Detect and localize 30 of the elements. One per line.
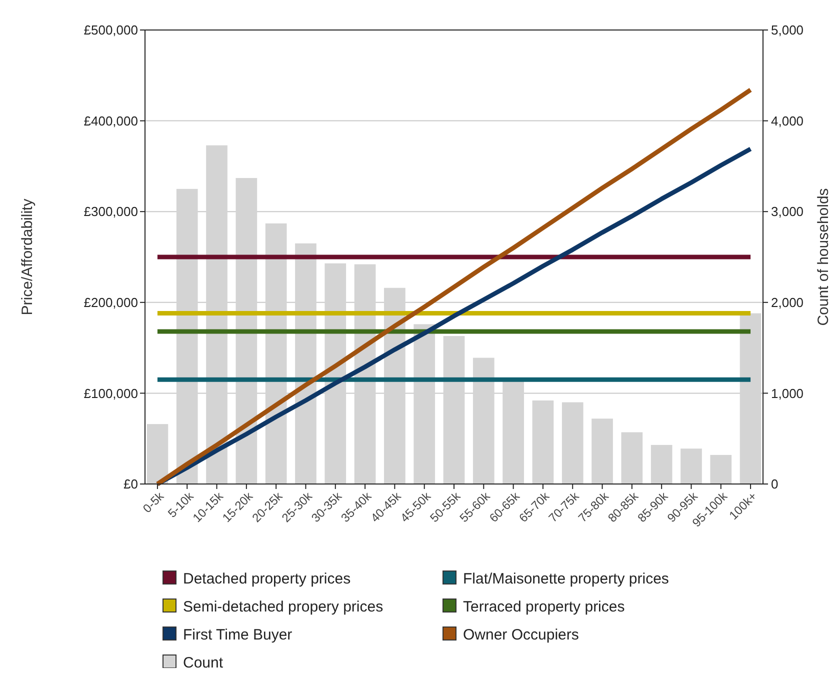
y2-tick-label: 4,000 bbox=[771, 113, 804, 128]
y-axis-title: Price/Affordability bbox=[19, 198, 36, 316]
y2-tick-label: 1,000 bbox=[771, 386, 804, 401]
y2-tick-label: 3,000 bbox=[771, 204, 804, 220]
y-tick-label: £100,000 bbox=[84, 386, 138, 401]
y2-tick-label: 2,000 bbox=[771, 294, 804, 310]
bar bbox=[621, 432, 643, 484]
bar bbox=[532, 400, 554, 484]
legend-label: Detached property prices bbox=[183, 570, 351, 588]
y2-tick-label: 5,000 bbox=[771, 22, 804, 38]
y2-tick-label: 0 bbox=[771, 476, 778, 492]
bar bbox=[146, 424, 168, 484]
bar bbox=[710, 454, 732, 484]
legend-label: Terraced property prices bbox=[463, 598, 625, 616]
x-tick-label: 0-5k bbox=[140, 488, 168, 516]
y-tick-label: £300,000 bbox=[84, 204, 138, 220]
legend-label: Semi-detached propery prices bbox=[183, 598, 384, 616]
bar bbox=[680, 448, 702, 484]
y-tick-label: £0 bbox=[124, 476, 138, 492]
bar bbox=[650, 444, 672, 484]
legend-label: Flat/Maisonette property prices bbox=[463, 570, 669, 588]
legend-label: First Time Buyer bbox=[183, 626, 292, 644]
bar bbox=[592, 418, 613, 484]
bar bbox=[562, 402, 584, 484]
y-tick-label: £200,000 bbox=[84, 294, 138, 310]
legend-label: Count bbox=[183, 654, 224, 672]
y2-axis-title: Count of households bbox=[815, 188, 832, 326]
legend-label: Owner Occupiers bbox=[463, 626, 579, 644]
y-tick-label: £500,000 bbox=[84, 22, 138, 38]
y-tick-label: £400,000 bbox=[84, 113, 138, 128]
